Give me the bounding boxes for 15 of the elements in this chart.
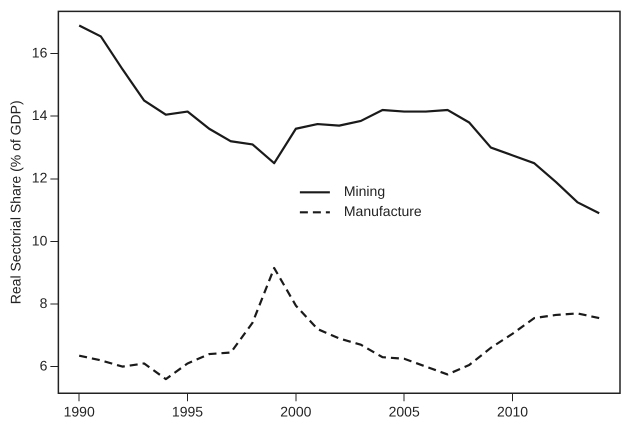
y-axis-title: Real Sectorial Share (% of GDP) [7,100,24,304]
y-tick-label: 10 [32,232,48,248]
legend-label: Mining [344,183,386,200]
x-tick-label: 2005 [388,403,420,420]
y-tick-label: 6 [40,357,48,374]
y-tick-label: 8 [40,294,48,311]
legend-label: Manufacture [344,203,422,220]
x-tick-label: 2000 [280,403,312,420]
line-series [78,266,600,380]
y-tick-label: 12 [32,170,48,186]
x-tick-label: 2010 [496,403,528,420]
y-tick-label: 14 [32,107,48,124]
y-tick-label: 16 [32,44,48,61]
x-tick-label: 1990 [64,403,95,420]
x-tick-label: 1995 [172,403,204,420]
